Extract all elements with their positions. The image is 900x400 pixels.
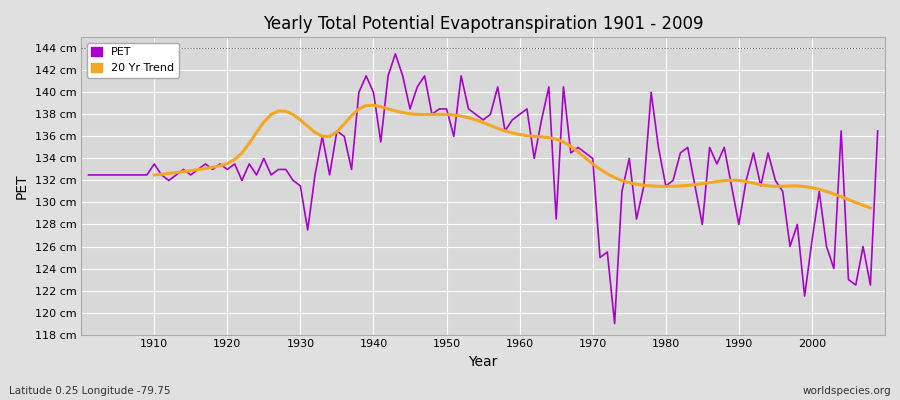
- Text: Latitude 0.25 Longitude -79.75: Latitude 0.25 Longitude -79.75: [9, 386, 170, 396]
- Y-axis label: PET: PET: [15, 173, 29, 199]
- X-axis label: Year: Year: [468, 355, 498, 369]
- Text: worldspecies.org: worldspecies.org: [803, 386, 891, 396]
- Title: Yearly Total Potential Evapotranspiration 1901 - 2009: Yearly Total Potential Evapotranspiratio…: [263, 15, 703, 33]
- Legend: PET, 20 Yr Trend: PET, 20 Yr Trend: [86, 43, 179, 78]
